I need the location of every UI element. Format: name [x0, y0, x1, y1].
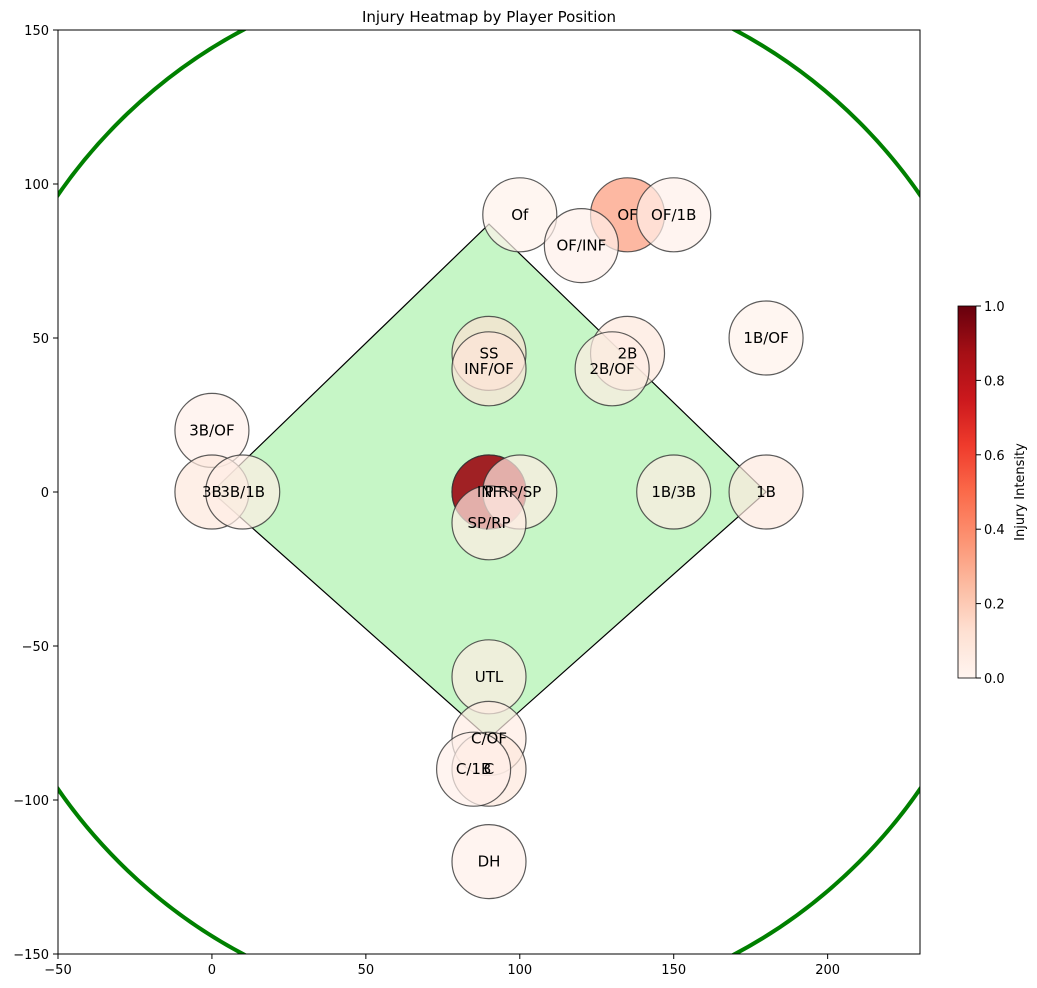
y-tick-label: −50 — [22, 640, 49, 655]
position-label: OF/INF — [556, 237, 606, 255]
colorbar-tick-label: 0.0 — [984, 672, 1005, 687]
x-tick-label: 150 — [661, 963, 686, 978]
position-label: Of — [511, 206, 529, 224]
position-label: OF — [617, 206, 637, 224]
x-tick-label: −50 — [44, 963, 71, 978]
plot-content: Of OF OF/1B OF/INF 1B/OF SS 2B INF/OF 2B/OF 3B/OF… — [58, 30, 920, 954]
position-label: 1B/OF — [743, 329, 788, 347]
position-label: UTL — [475, 668, 504, 686]
position-label: INF — [477, 483, 501, 501]
position-label: RP/SP — [498, 483, 541, 501]
position-marker — [451, 485, 527, 561]
position-label: SP/RP — [467, 514, 510, 532]
position-label: DH — [478, 853, 501, 871]
colorbar-label: Injury Intensity — [1013, 443, 1028, 541]
y-tick-label: 50 — [32, 332, 49, 347]
axes-ticks: −50 0 50 100 150 200 −150 −100 −50 0 50 100 150 — [13, 24, 840, 978]
y-tick-label: 100 — [24, 178, 49, 193]
colorbar-tick-label: 0.4 — [984, 523, 1005, 538]
position-label: C/1B — [456, 760, 491, 778]
position-marker — [543, 208, 619, 284]
position-marker — [636, 177, 712, 253]
position-label: INF/OF — [464, 360, 514, 378]
y-tick-label: −150 — [13, 948, 49, 963]
colorbar-tick-label: 0.8 — [984, 374, 1005, 389]
x-tick-label: 200 — [815, 963, 840, 978]
y-tick-label: −100 — [13, 794, 49, 809]
colorbar-ticks: 0.0 0.2 0.4 0.6 0.8 1.0 — [976, 300, 1005, 687]
colorbar-tick-label: 0.6 — [984, 449, 1005, 464]
position-label: OF/1B — [651, 206, 696, 224]
colorbar: 0.0 0.2 0.4 0.6 0.8 1.0 Injury Intensity — [957, 300, 1028, 687]
position-marker — [728, 454, 804, 530]
colorbar-gradient — [957, 305, 977, 679]
position-label: P — [484, 483, 493, 501]
y-tick-label: 0 — [41, 486, 49, 501]
position-label: 2B — [618, 344, 638, 362]
position-label: C/OF — [471, 729, 507, 747]
position-marker — [574, 331, 650, 407]
position-marker — [482, 177, 558, 253]
x-tick-label: 50 — [358, 963, 375, 978]
position-marker — [636, 454, 712, 530]
position-marker — [451, 823, 527, 900]
x-tick-label: 0 — [208, 963, 216, 978]
position-label: 3B — [202, 483, 222, 501]
position-marker — [436, 731, 512, 807]
position-marker — [205, 454, 281, 530]
y-tick-label: 150 — [24, 24, 49, 39]
position-label: 2B/OF — [589, 360, 634, 378]
colorbar-tick-label: 1.0 — [984, 300, 1005, 315]
chart-title: Injury Heatmap by Player Position — [362, 8, 616, 26]
position-label: 3B/OF — [189, 421, 234, 439]
position-marker — [728, 300, 804, 376]
position-label: 1B/3B — [651, 483, 696, 501]
position-label: 1B — [756, 483, 776, 501]
position-marker — [451, 331, 527, 407]
position-label: C — [484, 760, 494, 778]
position-label: SS — [479, 344, 498, 362]
x-tick-label: 100 — [507, 963, 532, 978]
position-label: 3B/1B — [220, 483, 265, 501]
colorbar-tick-label: 0.2 — [984, 598, 1005, 613]
